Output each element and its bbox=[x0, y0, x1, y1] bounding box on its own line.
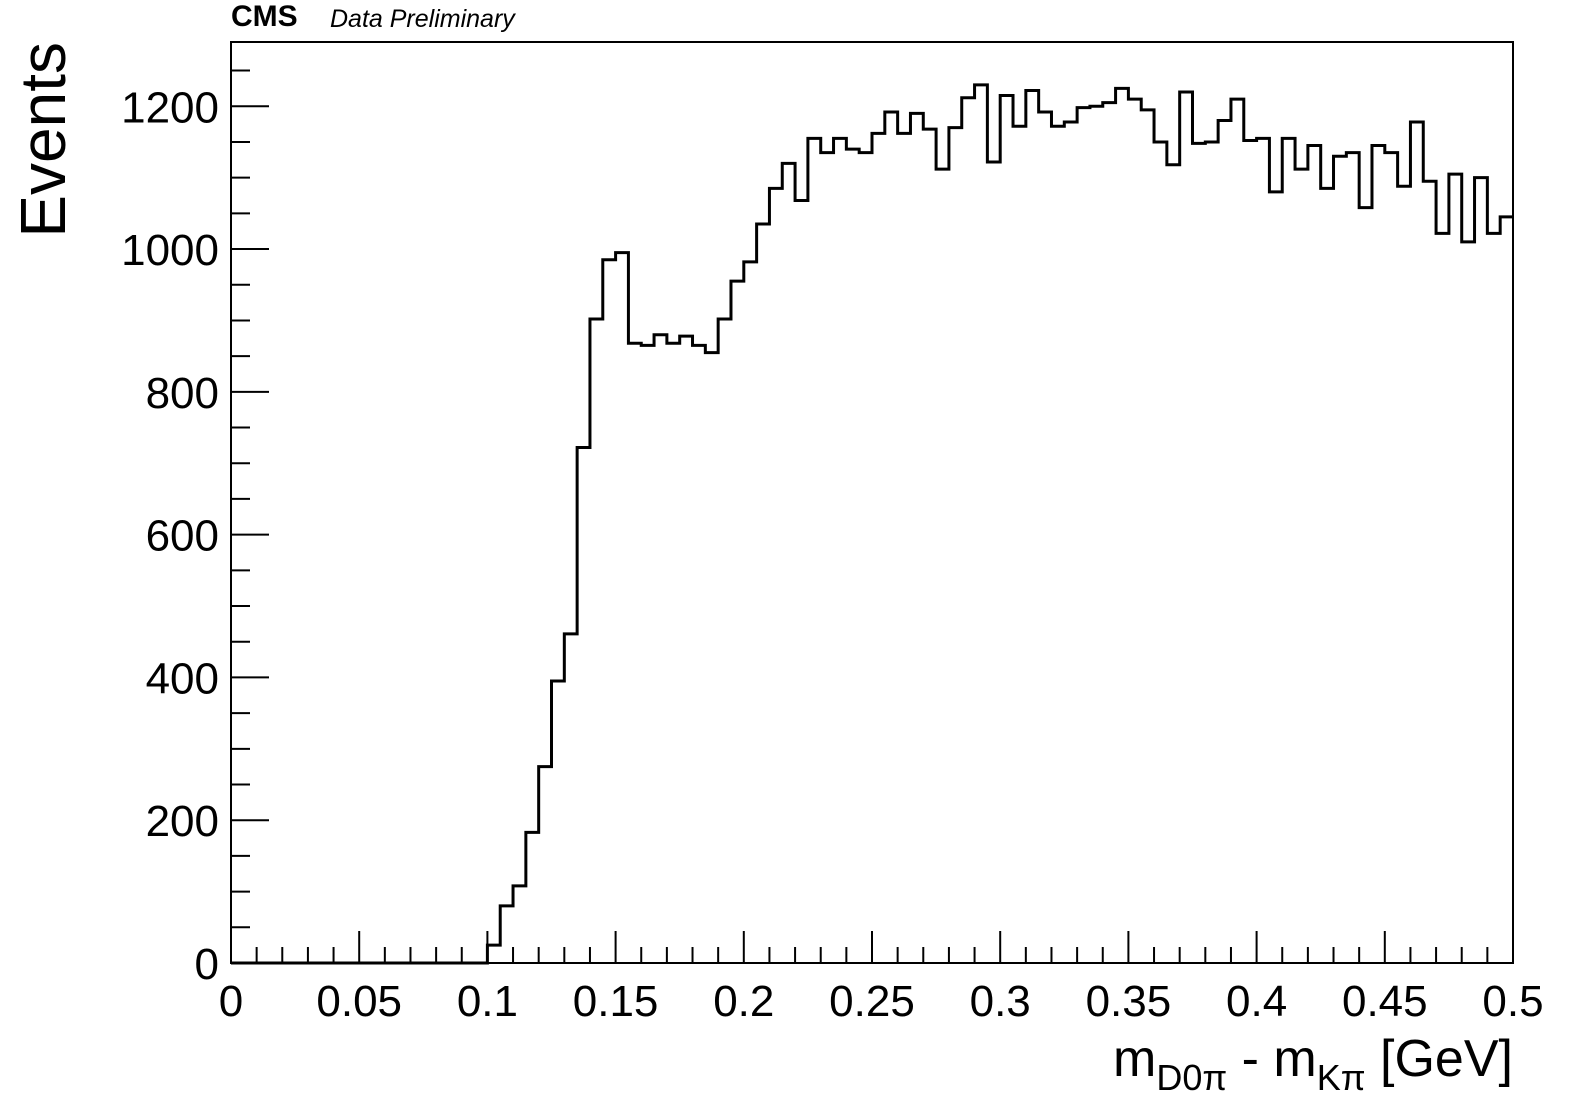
x-tick-label: 0.2 bbox=[713, 977, 774, 1026]
axis-ticks bbox=[230, 69, 1514, 964]
y-tick-labels: 0 200 400 600 800 1000 1200 bbox=[121, 83, 219, 989]
x-axis-title-sub1: D0π bbox=[1156, 1057, 1227, 1098]
x-axis-title: mD0π - mKπ [GeV] bbox=[1113, 1030, 1513, 1098]
y-tick-label: 400 bbox=[146, 654, 219, 703]
x-tick-label: 0.05 bbox=[316, 977, 402, 1026]
x-tick-label: 0.1 bbox=[457, 977, 518, 1026]
y-axis-title: Events bbox=[7, 42, 79, 238]
x-axis-title-main: m bbox=[1113, 1030, 1156, 1088]
x-axis-title-unit: [GeV] bbox=[1366, 1030, 1513, 1088]
experiment-label: CMS bbox=[231, 0, 298, 33]
y-tick-label: 1200 bbox=[121, 83, 219, 132]
histogram-series-line bbox=[231, 83, 1513, 965]
x-tick-label: 0 bbox=[219, 977, 243, 1026]
x-axis-title-sub2: Kπ bbox=[1317, 1057, 1366, 1098]
x-tick-labels: 0 0.05 0.1 0.15 0.2 0.25 0.3 0.35 0.4 0.45 0.5 bbox=[219, 977, 1544, 1026]
y-tick-label: 1000 bbox=[121, 226, 219, 275]
x-tick-label: 0.5 bbox=[1482, 977, 1543, 1026]
y-tick-label: 600 bbox=[146, 512, 219, 561]
y-tick-label: 200 bbox=[146, 797, 219, 846]
experiment-extra-label: Data Preliminary bbox=[330, 5, 516, 33]
x-tick-label: 0.35 bbox=[1086, 977, 1172, 1026]
x-tick-label: 0.25 bbox=[829, 977, 915, 1026]
y-tick-label: 0 bbox=[195, 940, 219, 989]
y-tick-label: 800 bbox=[146, 369, 219, 418]
x-tick-label: 0.3 bbox=[970, 977, 1031, 1026]
x-axis-title-mid: - m bbox=[1227, 1030, 1317, 1088]
x-tick-label: 0.4 bbox=[1226, 977, 1287, 1026]
plot-frame bbox=[230, 41, 1514, 964]
x-tick-label: 0.15 bbox=[573, 977, 659, 1026]
x-tick-label: 0.45 bbox=[1342, 977, 1428, 1026]
